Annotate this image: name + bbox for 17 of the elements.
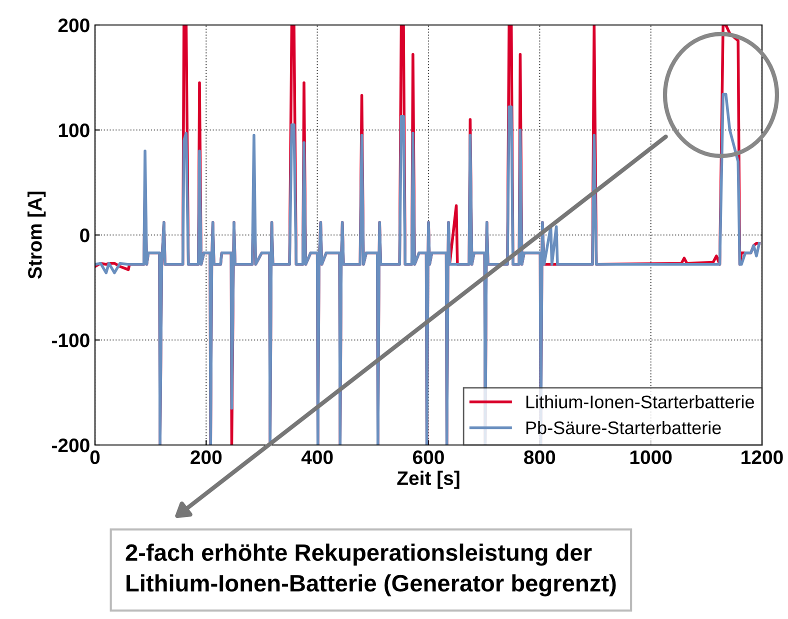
- x-tick-label: 1200: [742, 450, 783, 464]
- y-tick-label: 200: [58, 18, 90, 32]
- x-tick-label: 600: [412, 450, 444, 464]
- x-tick-label: 0: [90, 450, 100, 464]
- text: 2-fach erhöhte Rekuperationsleistung der Lithium-Ionen-Batterie (Generator begrenzt): [126, 544, 616, 596]
- x-tick-label: 800: [524, 450, 556, 464]
- x-tick-label: 200: [190, 450, 222, 464]
- legend-label: Pb-Säure-Starterbatterie: [526, 420, 721, 434]
- y-tick-label: 0: [80, 228, 90, 242]
- x-axis-title: Zeit [s]: [397, 470, 460, 489]
- y-tick-label: -100: [52, 333, 90, 348]
- y-axis-title: Strom [A]: [28, 192, 46, 279]
- legend-label: Lithium-Ionen-Starterbatterie: [526, 395, 754, 408]
- y-tick-label: 100: [58, 123, 90, 138]
- y-tick-label: -200: [52, 438, 90, 452]
- x-tick-label: 1000: [630, 450, 672, 464]
- x-tick-label: 400: [301, 450, 333, 464]
